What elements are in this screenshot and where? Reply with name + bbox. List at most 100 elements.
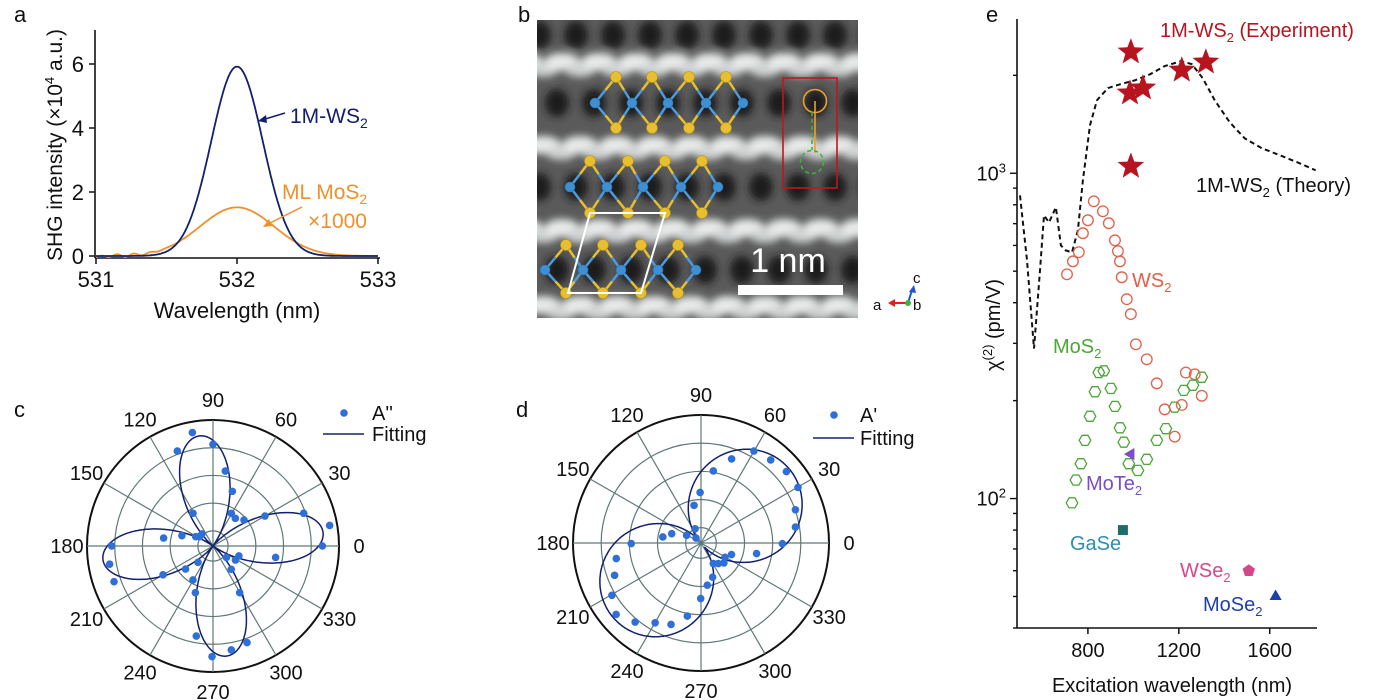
stem-dark-spot bbox=[860, 173, 884, 201]
stem-dark-spot bbox=[767, 89, 791, 117]
panel-label-a: a bbox=[14, 2, 27, 27]
c-data-point bbox=[222, 553, 231, 562]
axis-c-label: c bbox=[913, 270, 921, 287]
a-ws2-arrowhead bbox=[258, 115, 267, 123]
d-angle-label: 240 bbox=[610, 661, 643, 683]
c-data-point bbox=[107, 542, 116, 550]
c-data-point bbox=[209, 440, 217, 449]
tungsten-atom bbox=[539, 264, 551, 276]
stem-dark-spot bbox=[841, 256, 858, 284]
c-legend-points-label: A'' bbox=[372, 403, 393, 425]
stem-dark-spot bbox=[860, 21, 884, 49]
c-legend-point-marker bbox=[340, 409, 348, 417]
d-data-point bbox=[696, 594, 705, 603]
e-point-ws2 bbox=[1120, 293, 1133, 306]
d-data-point bbox=[651, 618, 659, 627]
d-data-point bbox=[791, 505, 800, 514]
d-data-point bbox=[627, 539, 636, 548]
d-angle-label: 300 bbox=[758, 661, 791, 683]
sulfur-atom bbox=[622, 155, 634, 167]
d-data-point bbox=[659, 533, 667, 541]
c-angle-label: 90 bbox=[202, 390, 224, 412]
d-data-point bbox=[631, 618, 639, 626]
e-point-ws2 bbox=[1066, 255, 1079, 268]
stem-bright-spot bbox=[879, 146, 909, 160]
c-angle-label: 30 bbox=[328, 463, 350, 485]
stem-dark-spot bbox=[712, 173, 736, 201]
e-x-tick-label: 1600 bbox=[1247, 640, 1292, 662]
c-data-point bbox=[181, 565, 190, 573]
d-data-point bbox=[691, 525, 699, 533]
a-y-tick-label: 0 bbox=[72, 244, 84, 269]
d-data-point bbox=[750, 447, 758, 455]
c-data-point bbox=[227, 646, 236, 654]
stem-bright-spot bbox=[861, 229, 891, 243]
sulfur-atom bbox=[597, 239, 609, 251]
sulfur-atom bbox=[659, 155, 671, 167]
e-point-mos2 bbox=[1069, 474, 1083, 486]
c-data-point bbox=[188, 428, 197, 437]
a-y-axis-label: SHG intensity (×104 a.u.) bbox=[42, 29, 67, 261]
e-point-ws2 bbox=[1124, 308, 1137, 321]
d-angle-label: 150 bbox=[556, 459, 589, 481]
c-angle-label: 60 bbox=[275, 410, 297, 432]
c-angle-label: 270 bbox=[196, 682, 229, 700]
e-annotation-theory: 1M-WS2 (Theory) bbox=[1196, 175, 1351, 200]
c-grid-spoke bbox=[212, 545, 323, 610]
e-point-gase bbox=[1117, 525, 1128, 536]
highlight-box bbox=[782, 77, 838, 189]
axis-a-arrow-icon bbox=[888, 299, 895, 307]
d-legend-line-label: Fitting bbox=[860, 428, 914, 450]
e-y-tick-label: 102 bbox=[977, 486, 1006, 511]
a-x-tick-label: 531 bbox=[78, 267, 115, 292]
e-point-mos2 bbox=[1195, 371, 1209, 383]
stem-bright-spot bbox=[842, 146, 858, 160]
c-grid-spoke bbox=[149, 545, 214, 656]
e-point-mos2 bbox=[1104, 382, 1118, 395]
d-angle-label: 180 bbox=[536, 533, 569, 555]
a-x-axis-label: Wavelength (nm) bbox=[154, 298, 321, 323]
d-data-point bbox=[727, 455, 736, 463]
e-point-ws2 bbox=[1096, 205, 1109, 218]
c-data-point bbox=[189, 509, 197, 518]
stem-dark-spot bbox=[601, 21, 625, 49]
e-point-1m-ws2-experiment bbox=[1117, 38, 1145, 64]
d-legend-points-label: A' bbox=[860, 405, 877, 427]
c-data-point bbox=[194, 558, 202, 567]
stem-bright-spot bbox=[861, 63, 891, 77]
c-angle-label: 240 bbox=[123, 662, 156, 684]
axis-b-label: b bbox=[913, 297, 921, 314]
c-data-point bbox=[191, 588, 200, 597]
stem-dark-spot bbox=[878, 256, 902, 284]
a-y-tick-label: 6 bbox=[72, 52, 84, 77]
e-point-ws2 bbox=[1195, 389, 1208, 402]
e-point-ws2 bbox=[1115, 271, 1128, 284]
e-point-mos2 bbox=[1159, 422, 1173, 435]
e-point-ws2 bbox=[1114, 255, 1126, 268]
e-point-mos2 bbox=[1065, 497, 1079, 509]
axis-c-arrow-icon bbox=[909, 285, 916, 293]
d-data-point bbox=[692, 534, 700, 542]
c-angle-label: 180 bbox=[50, 536, 83, 558]
panel-c-polar-chart: 0 30 60 90 120 150 180 210 240 270 300 330 bbox=[50, 390, 364, 700]
stem-dark-spot bbox=[537, 21, 551, 49]
e-point-mos2 bbox=[1083, 410, 1097, 422]
panel-a-spectrum-chart: 531 532 533 0 2 4 6 Wavelength (nm) SHG intens… bbox=[42, 29, 396, 323]
c-data-point bbox=[231, 514, 240, 523]
e-point-1m-ws2-experiment bbox=[1117, 152, 1145, 178]
d-data-point bbox=[778, 539, 787, 548]
a-x-tick-label: 532 bbox=[219, 267, 256, 292]
scale-bar bbox=[738, 285, 843, 295]
c-data-point bbox=[189, 576, 197, 584]
e-point-ws2 bbox=[1076, 227, 1089, 240]
d-grid-spoke bbox=[636, 542, 702, 655]
axis-a-label: a bbox=[873, 297, 882, 314]
sulfur-atom bbox=[683, 71, 695, 83]
stem-dark-spot bbox=[786, 173, 810, 201]
e-point-mos2 bbox=[1186, 379, 1200, 391]
stem-dark-spot bbox=[545, 89, 569, 117]
tungsten-atom bbox=[601, 181, 613, 193]
tungsten-atom bbox=[690, 264, 702, 276]
e-point-ws2 bbox=[1072, 246, 1085, 259]
e-point-mos2 bbox=[1074, 458, 1088, 470]
